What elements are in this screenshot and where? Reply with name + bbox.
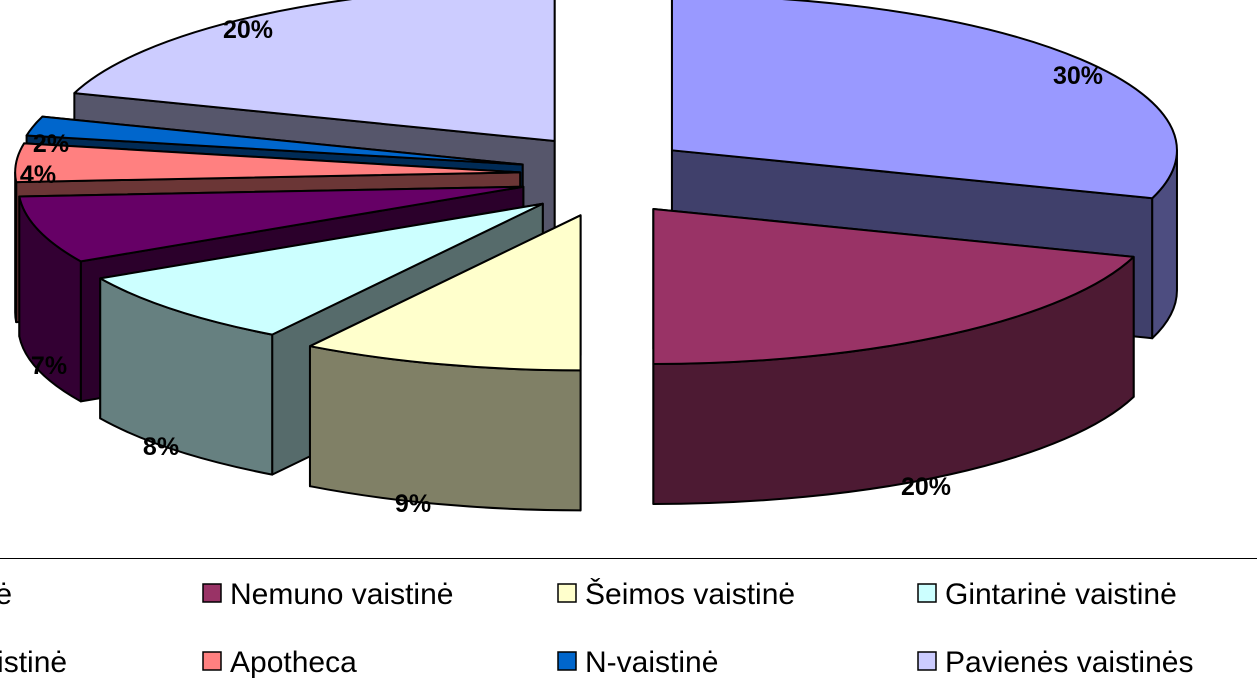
- slice-label-eurovaistine: 30%: [1053, 62, 1103, 90]
- slice-label-gintarine: 8%: [143, 433, 179, 461]
- slice-apotheca: [14, 142, 522, 184]
- slice-gintarine: [99, 202, 544, 336]
- legend-label-seimos: Šeimos vaistinė: [585, 577, 795, 611]
- legend-swatch-apotheca: [202, 651, 222, 671]
- legend-item-pavienes: Pavienės vaistinės: [917, 646, 1193, 679]
- legend-item-n-vaistine: N-vaistinė: [557, 646, 718, 679]
- legend-swatch-nemuno: [202, 583, 222, 603]
- legend-label-camelia: Camelia vaistinė: [0, 646, 67, 679]
- slice-seimos: [308, 214, 582, 372]
- slice-wall-apotheca: [14, 171, 18, 324]
- slice-eurovaistine: [670, 0, 1178, 200]
- legend-item-camelia: Camelia vaistinė: [0, 646, 67, 679]
- legend-label-gintarine: Gintarinė vaistinė: [945, 578, 1177, 611]
- slice-nemuno: [652, 207, 1135, 365]
- legend-label-pavienes: Pavienės vaistinės: [945, 646, 1193, 679]
- legend-swatch-pavienes: [917, 651, 937, 671]
- legend-label-apotheca: Apotheca: [230, 646, 357, 679]
- slice-label-apotheca: 4%: [20, 161, 56, 189]
- legend-label-n-vaistine: N-vaistinė: [585, 646, 718, 679]
- slice-label-pavienes: 20%: [223, 16, 273, 44]
- slice-label-seimos: 9%: [395, 490, 431, 518]
- legend-item-seimos: Šeimos vaistinė: [557, 577, 795, 611]
- slice-label-n-vaistine: 2%: [33, 130, 69, 158]
- slice-label-camelia: 7%: [31, 352, 67, 380]
- slice-camelia: [18, 185, 525, 263]
- legend-item-eurovaistine: Eurovaistinė: [0, 578, 12, 611]
- legend-item-nemuno: Nemuno vaistinė: [202, 578, 453, 611]
- legend-label-nemuno: Nemuno vaistinė: [230, 578, 453, 611]
- pie-tops: [14, 0, 1178, 372]
- slice-label-nemuno: 20%: [901, 473, 951, 501]
- legend-item-gintarine: Gintarinė vaistinė: [917, 578, 1177, 611]
- legend-item-apotheca: Apotheca: [202, 646, 357, 679]
- legend-label-eurovaistine: Eurovaistinė: [0, 578, 12, 611]
- legend-swatch-seimos: [557, 583, 577, 603]
- slice-n-vaistine: [25, 115, 524, 166]
- legend: Eurovaistinė Nemuno vaistinė Šeimos vais…: [0, 577, 1193, 679]
- legend-swatch-n-vaistine: [557, 651, 577, 671]
- legend-swatch-gintarine: [917, 583, 937, 603]
- slice-pavienes: [73, 0, 556, 143]
